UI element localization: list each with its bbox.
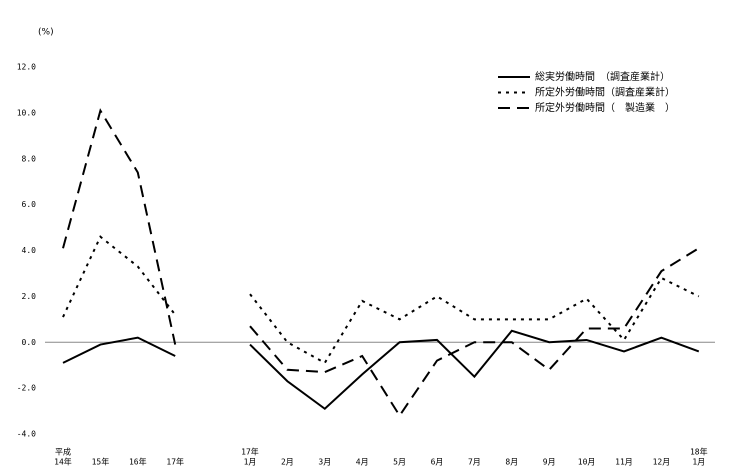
x-tick-label: 18年 bbox=[690, 447, 708, 457]
legend-label: 総実労働時間 （調査産業計） bbox=[535, 70, 670, 83]
x-tick-label: 11月 bbox=[615, 458, 633, 467]
y-tick-label: 10.0 bbox=[17, 108, 36, 117]
y-tick-label: 6.0 bbox=[22, 200, 37, 209]
x-tick-label: 9月 bbox=[543, 458, 556, 467]
series-line bbox=[62, 235, 700, 365]
x-tick-label: 17年 bbox=[166, 457, 184, 467]
x-tick-label: 17年 bbox=[241, 447, 259, 457]
series-line bbox=[62, 108, 700, 418]
x-tick-label: 14年 bbox=[54, 457, 72, 467]
x-tick-label: 4月 bbox=[356, 458, 369, 467]
y-tick-label: 0.0 bbox=[22, 338, 37, 347]
y-tick-label: -4.0 bbox=[17, 430, 36, 439]
x-tick-label: 5月 bbox=[393, 458, 406, 467]
x-tick-label: 15年 bbox=[92, 457, 110, 467]
x-tick-label: 7月 bbox=[468, 458, 481, 467]
y-tick-label: 12.0 bbox=[17, 63, 36, 72]
x-tick-label: 平成 bbox=[55, 447, 71, 457]
series-line bbox=[62, 329, 700, 411]
y-tick-label: 4.0 bbox=[22, 246, 37, 255]
x-tick-label: 2月 bbox=[281, 458, 294, 467]
x-tick-label: 1月 bbox=[692, 458, 705, 467]
legend-label: 所定外労働時間（ 製造業 ） bbox=[535, 101, 675, 114]
x-tick-label: 1月 bbox=[244, 458, 257, 467]
x-tick-label: 12月 bbox=[653, 458, 671, 467]
y-tick-label: 2.0 bbox=[22, 292, 37, 301]
x-tick-label: 10月 bbox=[578, 458, 596, 467]
y-tick-label: 8.0 bbox=[22, 154, 37, 163]
x-tick-label: 8月 bbox=[505, 458, 518, 467]
y-tick-label: -2.0 bbox=[17, 384, 36, 393]
x-tick-label: 3月 bbox=[318, 458, 331, 467]
x-tick-label: 16年 bbox=[129, 457, 147, 467]
legend-label: 所定外労働時間（調査産業計） bbox=[535, 86, 675, 99]
x-tick-label: 6月 bbox=[431, 458, 444, 467]
y-axis-label: (%) bbox=[38, 28, 54, 38]
